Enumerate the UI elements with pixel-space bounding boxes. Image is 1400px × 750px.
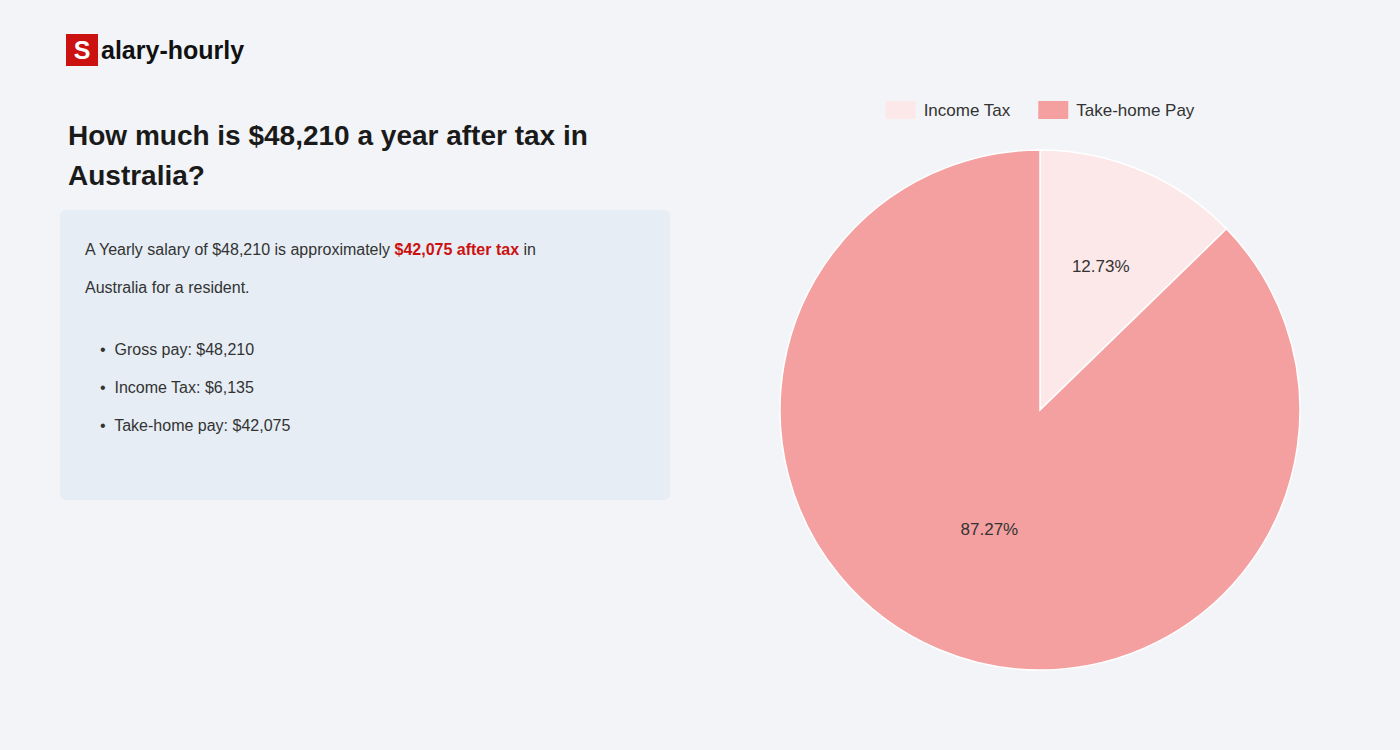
- logo-box: [66, 34, 98, 66]
- bullet-item: • Gross pay: $48,210: [100, 341, 254, 358]
- legend-item: Income Tax: [886, 101, 1011, 120]
- title: How much is $48,210 a year after tax in: [68, 120, 588, 151]
- title: Australia?: [68, 160, 205, 191]
- legend: Income Tax Take-home Pay: [886, 101, 1195, 120]
- info-highlight: $42,075 after tax: [395, 241, 520, 258]
- background: [0, 0, 1400, 750]
- legend-item: Take-home Pay: [1038, 101, 1195, 120]
- slices: [780, 150, 1300, 670]
- info-text: in: [519, 241, 536, 258]
- data-label: 12.73%: [1072, 257, 1130, 276]
- info-line: Australia for a resident.: [85, 279, 250, 296]
- info-text: A Yearly salary of $48,210 is approximat…: [85, 241, 395, 258]
- logo-letter: S: [74, 36, 91, 64]
- data-label: 87.27%: [961, 520, 1019, 539]
- chart: Salary-hourly How much is $48,210 a year …: [0, 0, 1400, 750]
- info-line: A Yearly salary of $48,210 is approximat…: [85, 241, 536, 258]
- info-box: [60, 210, 670, 500]
- legend-swatch: [1038, 101, 1068, 119]
- legend-label: Take-home Pay: [1076, 101, 1195, 120]
- legend-swatch: [886, 101, 916, 119]
- pie-slice: [780, 150, 1300, 670]
- logo-text: alary-hourly: [101, 36, 244, 64]
- legend-label: Income Tax: [924, 101, 1011, 120]
- bullet-item: • Take-home pay: $42,075: [100, 417, 290, 434]
- pie: 12.73% 87.27%: [780, 150, 1300, 670]
- bullet-item: • Income Tax: $6,135: [100, 379, 254, 396]
